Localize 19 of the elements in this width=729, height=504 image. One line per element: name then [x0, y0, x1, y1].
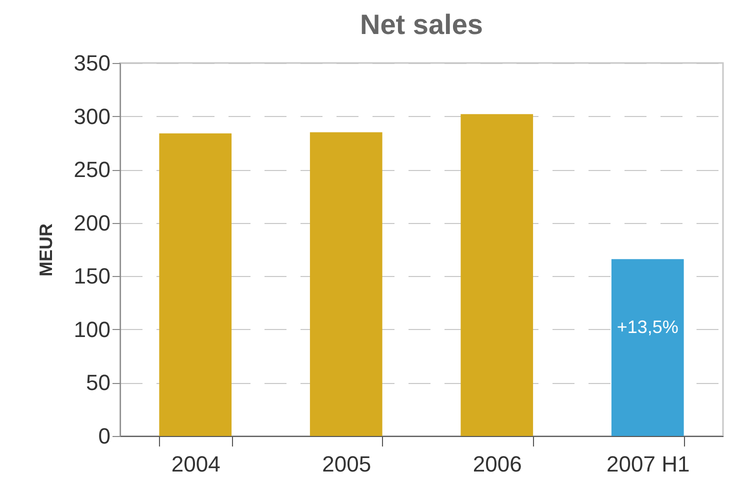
bar [611, 259, 684, 436]
y-axis-title: MEUR [36, 224, 56, 276]
y-tick-label: 0 [98, 424, 110, 448]
y-tick-label: 150 [74, 264, 110, 289]
y-tick-label: 50 [86, 370, 110, 396]
y-tick-label: 350 [74, 50, 110, 76]
y-tick-label: 300 [74, 104, 110, 129]
bar [460, 114, 534, 436]
bar [159, 133, 232, 436]
x-tick-label: 2007 H1 [606, 452, 690, 476]
annotation: +13,5% [616, 317, 678, 337]
y-tick-label: 250 [74, 157, 110, 182]
x-tick-label: 2006 [472, 452, 522, 476]
y-tick-label: 200 [74, 210, 110, 236]
y-tick-label: 100 [74, 316, 110, 342]
x-tick-label: 2004 [171, 452, 220, 476]
x-tick-label: 2005 [322, 452, 372, 476]
chart-title: Net sales [360, 9, 483, 40]
bar [310, 132, 382, 436]
